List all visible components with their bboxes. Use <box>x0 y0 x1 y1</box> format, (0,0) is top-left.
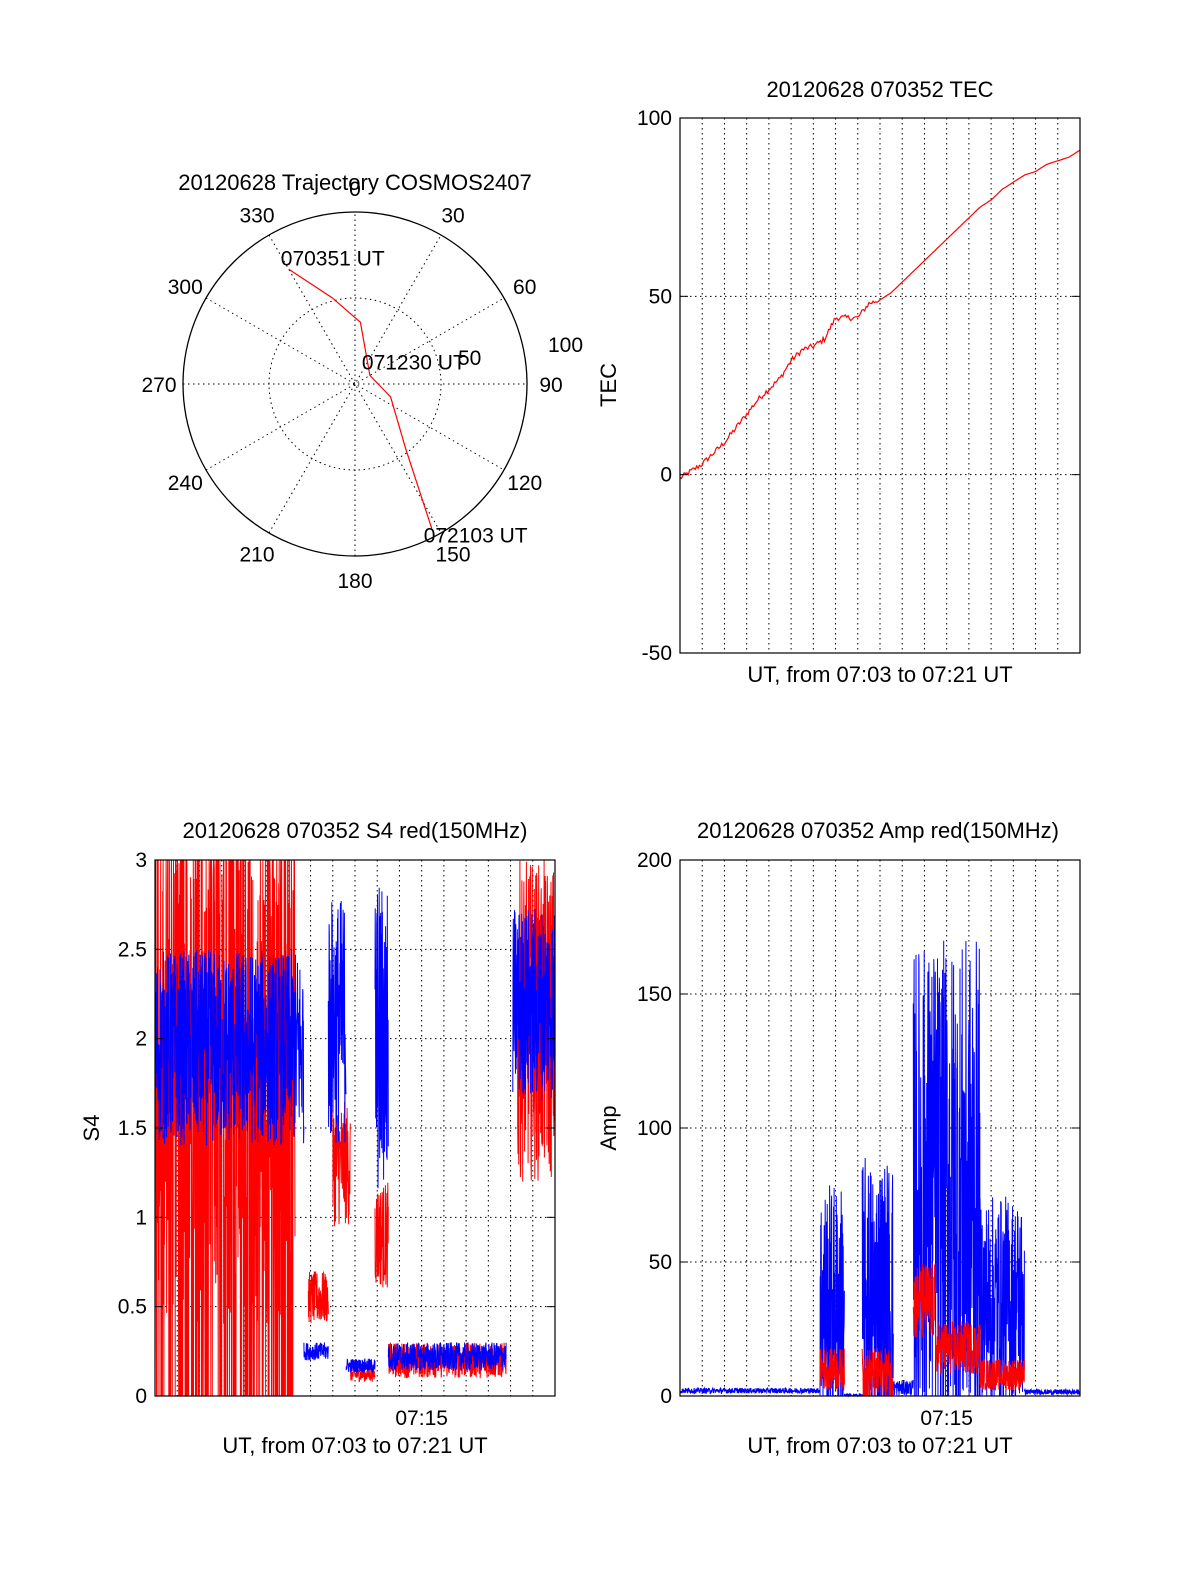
amp-xlabel: UT, from 07:03 to 07:21 UT <box>747 1433 1012 1458</box>
polar-angle-label-270: 270 <box>141 374 176 397</box>
amp-blue-trace-0 <box>679 1386 821 1396</box>
trajectory-time-label-2: 072103 UT <box>424 524 528 547</box>
tec-ylabel: TEC <box>596 363 621 407</box>
amp-blue-trace-4 <box>892 1379 914 1396</box>
y-tick-label: 50 <box>649 285 672 308</box>
s4-red-trace-4 <box>374 1182 389 1288</box>
s4-xticks: 07:15 <box>395 1407 448 1430</box>
tec-grid <box>680 118 1080 653</box>
polar-angle-label-0: 0 <box>349 178 361 201</box>
s4-blue-trace-4 <box>374 887 389 1189</box>
polar-angle-labels: 0 30 60 90 120 150 180 210 240 270 300 330 <box>141 178 562 593</box>
polar-ring-50 <box>268 297 442 471</box>
y-tick-label: 2.5 <box>118 938 147 961</box>
s4-blue-trace-2 <box>327 900 347 1143</box>
y-tick-label: 0 <box>660 1385 672 1408</box>
polar-radial-label-100: 100 <box>548 334 583 357</box>
polar-angle-label-240: 240 <box>168 472 203 495</box>
tec-yticks: -50 0 50 100 <box>637 107 1080 665</box>
s4-series <box>154 859 556 1397</box>
y-tick-label: 100 <box>637 107 672 130</box>
y-tick-label: 0 <box>135 1385 147 1408</box>
y-tick-label: 3 <box>135 849 147 872</box>
polar-angle-label-330: 330 <box>239 204 274 227</box>
tec-series <box>679 149 1081 480</box>
s4-blue-trace-5 <box>387 1341 507 1372</box>
y-tick-label: 1 <box>135 1206 147 1229</box>
tec-line-0 <box>679 149 1081 480</box>
s4-panel: 20120628 070352 S4 red(150MHz) 0 0.5 1 1.5 2… <box>79 818 556 1458</box>
trajectory-title: 20120628 Trajectory COSMOS2407 <box>178 170 531 195</box>
trajectory-panel: 20120628 Trajectory COSMOS2407 0 30 60 90 12… <box>141 170 583 593</box>
s4-red-trace-3 <box>350 1367 376 1383</box>
tec-title: 20120628 070352 TEC <box>766 77 993 102</box>
amp-blue-trace-5 <box>912 940 981 1397</box>
trajectory-time-label-1: 071230 UT <box>362 351 466 374</box>
polar-angle-label-120: 120 <box>507 472 542 495</box>
s4-xlabel: UT, from 07:03 to 07:21 UT <box>222 1433 487 1458</box>
amp-yticks: 0 50 100 150 200 <box>637 849 1080 1408</box>
amp-red-trace-2 <box>912 1262 937 1338</box>
amp-blue-trace-3 <box>861 1157 894 1397</box>
amp-red-trace-3 <box>935 1320 981 1375</box>
y-tick-label: 1.5 <box>118 1117 147 1140</box>
polar-angle-label-210: 210 <box>239 544 274 567</box>
y-tick-label: 50 <box>649 1251 672 1274</box>
y-tick-label: 0 <box>660 464 672 487</box>
polar-angle-label-90: 90 <box>539 374 562 397</box>
y-tick-label: 100 <box>637 1117 672 1140</box>
amp-panel: 20120628 070352 Amp red(150MHz) 0 50 100 15… <box>596 818 1081 1458</box>
amp-red-trace-0 <box>819 1347 845 1391</box>
s4-title: 20120628 070352 S4 red(150MHz) <box>183 818 528 843</box>
s4-yticks: 0 0.5 1 1.5 2 2.5 3 <box>118 849 555 1408</box>
s4-blue-trace-3 <box>345 1358 376 1374</box>
trajectory-annotations: 070351 UT 071230 UT 072103 UT <box>281 247 528 547</box>
amp-blue-trace-7 <box>1023 1387 1081 1397</box>
y-tick-label: 0.5 <box>118 1296 147 1319</box>
amp-ylabel: Amp <box>596 1105 621 1150</box>
polar-angle-label-300: 300 <box>168 276 203 299</box>
tec-frame <box>679 117 1081 654</box>
amp-blue-trace-6 <box>979 1196 1025 1397</box>
s4-red-trace-1 <box>307 1271 329 1323</box>
x-tick-label: 07:15 <box>395 1407 448 1430</box>
polar-angle-label-30: 30 <box>441 204 464 227</box>
s4-ylabel: S4 <box>79 1115 104 1142</box>
y-tick-label: -50 <box>642 642 672 665</box>
tec-xlabel: UT, from 07:03 to 07:21 UT <box>747 662 1012 687</box>
amp-red-trace-4 <box>979 1358 1025 1391</box>
polar-angle-label-180: 180 <box>337 570 372 593</box>
trajectory-series <box>288 268 433 529</box>
s4-blue-trace-1 <box>303 1342 329 1361</box>
s4-blue-trace-6 <box>512 909 556 1102</box>
tec-panel: 20120628 070352 TEC -50 0 50 100 TEC UT, fr… <box>596 77 1081 687</box>
polar-angle-label-150: 150 <box>435 544 470 567</box>
polar-angle-label-60: 60 <box>513 276 536 299</box>
amp-blue-trace-2 <box>843 1392 863 1398</box>
amp-xticks: 07:15 <box>920 1407 973 1430</box>
s4-blue-trace-0 <box>154 949 305 1146</box>
y-tick-label: 150 <box>637 983 672 1006</box>
amp-series <box>679 940 1081 1398</box>
trajectory-time-label-0: 070351 UT <box>281 247 385 270</box>
polar-grid <box>182 211 528 557</box>
x-tick-label: 07:15 <box>920 1407 973 1430</box>
s4-grid <box>155 860 555 1396</box>
amp-title: 20120628 070352 Amp red(150MHz) <box>697 818 1059 843</box>
polar-radial-label-50: 50 <box>458 347 481 370</box>
amp-blue-trace-1 <box>819 1185 845 1397</box>
y-tick-label: 2 <box>135 1028 147 1051</box>
y-tick-label: 200 <box>637 849 672 872</box>
trajectory-line-0 <box>288 268 433 529</box>
